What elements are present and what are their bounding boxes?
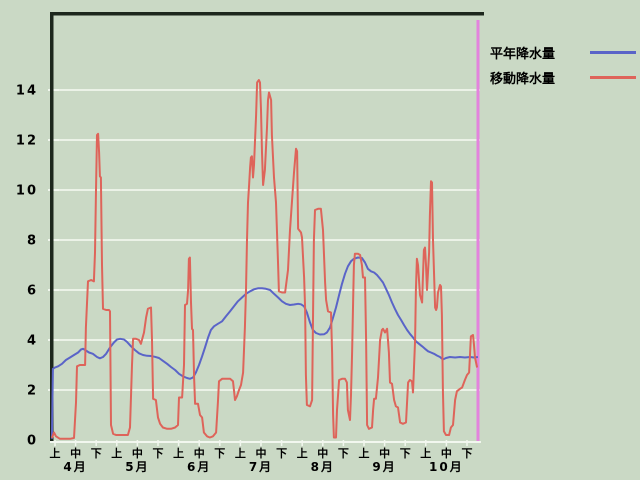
x-period-label: 上: [111, 446, 122, 460]
legend-item-normal: 平年降水量: [490, 40, 636, 65]
x-period-label: 下: [214, 447, 225, 460]
x-period-label: 中: [132, 446, 143, 460]
legend-item-moving: 移動降水量: [490, 65, 636, 90]
x-period-label: 下: [400, 447, 411, 460]
legend: 平年降水量 移動降水量: [490, 40, 636, 90]
y-tick-label: 2: [27, 384, 38, 399]
x-period-label: 中: [256, 446, 267, 460]
legend-label-normal: 平年降水量: [490, 47, 556, 62]
x-period-label: 上: [173, 446, 184, 460]
x-period-label: 下: [91, 447, 102, 460]
x-month-label: 4月: [63, 460, 87, 474]
x-period-label: 中: [70, 446, 81, 460]
plot-border-top: [50, 12, 484, 16]
y-tick-label: 10: [16, 184, 38, 199]
x-period-label: 下: [276, 447, 287, 460]
x-period-label: 下: [462, 447, 473, 460]
x-period-label: 中: [441, 446, 452, 460]
x-period-label: 中: [194, 446, 205, 460]
x-period-label: 上: [420, 446, 431, 460]
x-period-label: 中: [379, 446, 390, 460]
y-tick-label: 6: [27, 284, 38, 299]
x-period-label: 下: [153, 447, 164, 460]
series-line-normal-precipitation: [50, 256, 479, 439]
y-tick-label: 12: [16, 134, 38, 149]
plot-border-left: [50, 12, 54, 441]
series-line-moving-precipitation: [50, 79, 479, 440]
x-period-label: 上: [50, 446, 61, 460]
legend-label-moving: 移動降水量: [490, 72, 556, 87]
x-period-label: 上: [235, 446, 246, 460]
x-period-label: 下: [338, 447, 349, 460]
legend-line-moving-icon: [590, 76, 636, 79]
x-period-label: 中: [317, 446, 328, 460]
x-period-label: 上: [297, 446, 308, 460]
x-month-label: 7月: [249, 460, 273, 474]
y-tick-label: 14: [16, 84, 38, 99]
x-month-label: 6月: [187, 460, 211, 474]
x-month-label: 8月: [311, 460, 335, 474]
x-month-label: 5月: [125, 460, 149, 474]
y-tick-label: 0: [27, 434, 38, 449]
y-tick-label: 4: [27, 334, 38, 349]
legend-line-normal-icon: [590, 51, 636, 54]
x-month-label: 9月: [372, 460, 396, 474]
x-month-label: 10月: [429, 460, 464, 474]
x-period-label: 上: [359, 446, 370, 460]
y-tick-label: 8: [27, 234, 38, 249]
